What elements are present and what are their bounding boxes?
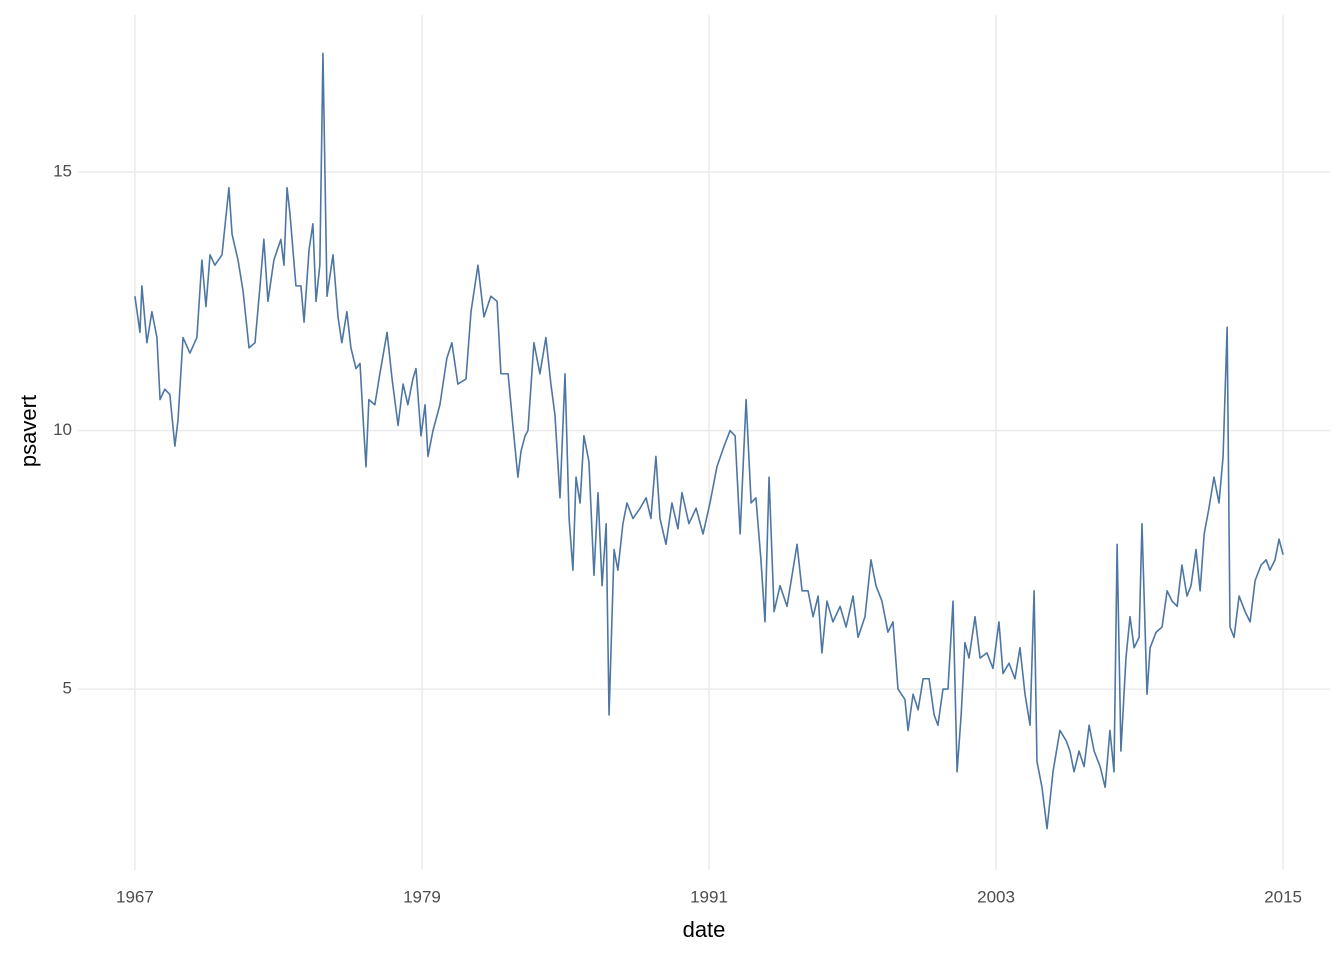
x-tick-label: 1979 (403, 887, 441, 906)
data-line (134, 52, 1284, 830)
x-axis-title: date (683, 917, 726, 942)
y-tick-label: 10 (53, 420, 72, 439)
y-tick-label: 15 (53, 162, 72, 181)
grid (78, 15, 1330, 870)
x-tick-label: 1991 (690, 887, 728, 906)
x-tick-label: 2015 (1264, 887, 1302, 906)
y-tick-label: 5 (63, 679, 72, 698)
plot-area (134, 52, 1284, 830)
y-axis-title: psavert (16, 395, 41, 467)
x-tick-label: 2003 (977, 887, 1015, 906)
x-tick-label: 1967 (116, 887, 154, 906)
